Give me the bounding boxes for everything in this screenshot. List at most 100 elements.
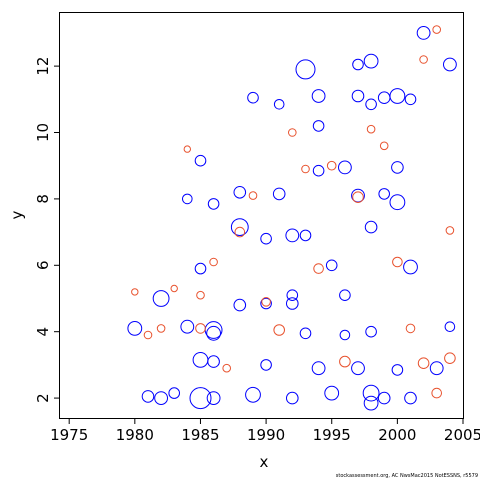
red-residual-marker — [419, 55, 428, 64]
red-residual-marker — [339, 355, 351, 368]
red-residual-marker — [405, 323, 416, 334]
blue-residual-marker — [273, 99, 285, 110]
blue-residual-marker — [194, 262, 207, 275]
blue-residual-marker — [295, 59, 316, 80]
blue-residual-marker — [363, 395, 379, 411]
red-residual-marker — [432, 25, 442, 34]
blue-residual-marker — [286, 289, 299, 302]
y-tick-label: 10 — [34, 123, 52, 142]
y-tick-label: 8 — [34, 194, 52, 204]
blue-residual-marker — [189, 387, 212, 410]
blue-residual-marker — [351, 89, 365, 103]
blue-residual-marker — [377, 391, 391, 405]
red-residual-marker — [444, 352, 456, 365]
red-residual-marker — [366, 124, 376, 134]
blue-residual-marker — [339, 329, 351, 341]
blue-residual-marker — [260, 232, 272, 245]
blue-residual-marker — [272, 187, 286, 201]
y-axis-title: y — [8, 210, 26, 219]
blue-residual-marker — [403, 259, 418, 275]
red-residual-marker — [301, 164, 310, 174]
blue-residual-marker — [404, 391, 417, 405]
blue-residual-marker — [324, 385, 340, 401]
blue-residual-marker — [365, 98, 377, 111]
red-residual-marker — [222, 363, 231, 373]
blue-residual-marker — [389, 88, 406, 104]
x-tick-label: 2000 — [378, 426, 416, 444]
red-residual-marker — [273, 324, 286, 336]
blue-residual-marker — [286, 297, 299, 310]
blue-residual-marker — [443, 57, 457, 72]
blue-residual-marker — [260, 297, 272, 310]
blue-residual-marker — [286, 391, 299, 405]
x-tick-label: 1995 — [313, 426, 351, 444]
y-tick-label: 2 — [34, 393, 52, 403]
blue-residual-marker — [391, 161, 404, 174]
x-axis-title: x — [260, 453, 269, 471]
blue-residual-marker — [338, 160, 352, 175]
blue-residual-marker — [352, 58, 364, 71]
blue-residual-marker — [182, 193, 193, 205]
red-residual-marker — [234, 226, 246, 238]
blue-residual-marker — [364, 220, 378, 234]
blue-residual-marker — [312, 120, 325, 132]
y-axis: 2 4 6 8 10 12 — [34, 57, 60, 403]
blue-residual-marker — [233, 186, 247, 199]
blue-residual-marker — [311, 89, 326, 103]
red-residual-marker — [392, 256, 403, 268]
blue-residual-marker — [299, 229, 312, 242]
blue-residual-marker — [260, 359, 272, 371]
blue-residual-marker — [233, 298, 247, 312]
x-tick-label: 2005 — [444, 426, 480, 444]
blue-residual-marker — [152, 290, 170, 307]
red-residual-marker — [445, 226, 455, 235]
blue-residual-marker — [378, 188, 391, 200]
red-residual-marker — [143, 330, 153, 340]
red-residual-marker — [209, 257, 218, 267]
blue-residual-marker — [389, 194, 406, 211]
blue-residual-marker — [207, 355, 220, 368]
blue-residual-marker — [444, 321, 456, 333]
blue-residual-marker — [180, 319, 195, 334]
blue-residual-marker — [230, 218, 249, 237]
blue-residual-marker — [168, 387, 180, 399]
blue-residual-marker — [247, 91, 259, 104]
blue-residual-marker — [391, 364, 404, 376]
red-residual-marker — [261, 297, 271, 307]
blue-residual-marker — [154, 391, 169, 406]
red-residual-marker — [195, 323, 206, 334]
blue-residual-marker — [365, 325, 377, 338]
blue-residual-marker — [362, 384, 380, 402]
x-tick-label: 1980 — [116, 426, 154, 444]
blue-residual-marker — [207, 198, 220, 210]
blue-residual-marker — [206, 325, 222, 341]
blue-residual-marker — [194, 154, 207, 167]
red-residual-marker — [379, 141, 389, 151]
blue-residual-marker — [245, 386, 261, 403]
y-tick-label: 12 — [34, 57, 52, 76]
red-residual-marker — [288, 128, 297, 137]
blue-residual-marker — [312, 164, 325, 177]
y-tick-label: 6 — [34, 261, 52, 271]
plot-frame — [59, 12, 464, 419]
red-residual-marker — [417, 357, 430, 370]
blue-residual-marker — [429, 361, 444, 376]
red-residual-marker — [352, 191, 364, 203]
blue-residual-marker — [363, 53, 379, 69]
x-tick-label: 1975 — [50, 426, 88, 444]
blue-residual-marker — [339, 289, 351, 302]
credit-footnote: stockassessment.org, AC NwsMac2015 NotES… — [335, 473, 478, 479]
red-residual-marker — [431, 387, 443, 399]
blue-residual-marker — [141, 390, 155, 403]
blue-residual-marker — [127, 321, 143, 336]
red-residual-marker — [131, 288, 139, 296]
x-tick-label: 1990 — [247, 426, 285, 444]
x-tick-label: 1985 — [181, 426, 219, 444]
red-residual-marker — [183, 145, 192, 153]
blue-residual-marker — [416, 26, 431, 40]
blue-residual-marker — [311, 361, 326, 376]
x-axis: 1975 1980 1985 1990 1995 2000 2005 — [50, 418, 480, 444]
blue-residual-marker — [206, 391, 221, 406]
